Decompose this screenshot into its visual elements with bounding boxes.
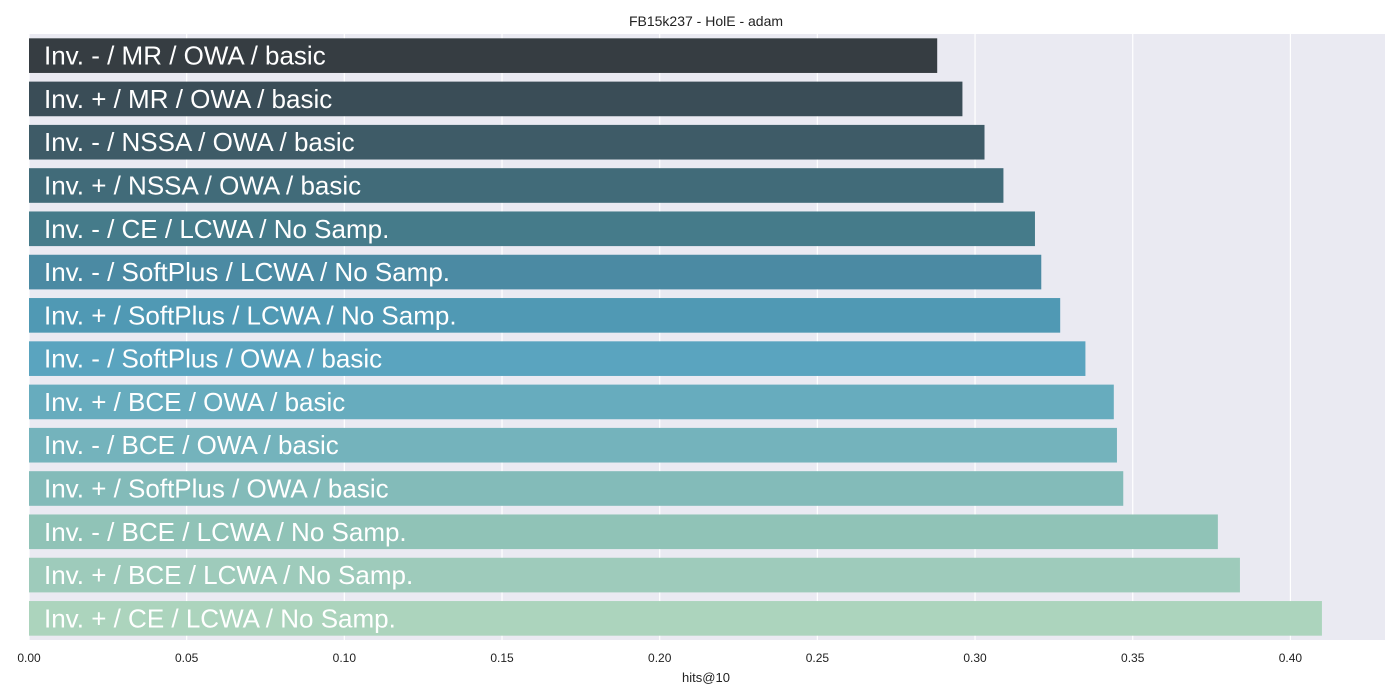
bar — [29, 471, 1124, 506]
bar-label: Inv. + / SoftPlus / OWA / basic — [44, 474, 389, 504]
bars-group — [29, 38, 1322, 636]
bar-label: Inv. - / SoftPlus / OWA / basic — [44, 344, 382, 374]
bar — [29, 254, 1042, 290]
x-tick-label: 0.25 — [806, 651, 830, 665]
x-tick-label: 0.00 — [17, 651, 41, 665]
bar-label: Inv. - / MR / OWA / basic — [44, 41, 326, 71]
x-axis-label: hits@10 — [682, 670, 730, 685]
bar-label: Inv. + / BCE / OWA / basic — [44, 387, 345, 417]
x-tick-label: 0.10 — [333, 651, 357, 665]
bar — [29, 384, 1114, 420]
bar — [29, 298, 1061, 333]
bar — [29, 601, 1322, 636]
bar-label: Inv. - / BCE / LCWA / No Samp. — [44, 517, 407, 547]
x-tick-label: 0.40 — [1279, 651, 1303, 665]
x-tick-label: 0.35 — [1121, 651, 1145, 665]
bar-labels-group: Inv. - / MR / OWA / basic Inv. + / MR / O… — [44, 41, 457, 634]
x-tick-label: 0.20 — [648, 651, 672, 665]
bar-label: Inv. + / CE / LCWA / No Samp. — [44, 603, 396, 633]
bar-label: Inv. - / NSSA / OWA / basic — [44, 127, 355, 157]
bar — [29, 427, 1117, 463]
bar — [29, 341, 1086, 376]
x-tick-label: 0.30 — [963, 651, 987, 665]
x-tick-labels: 0.00 0.05 0.10 0.15 0.20 0.25 0.30 0.35 0.40 — [17, 651, 1302, 665]
bar-label: Inv. + / BCE / LCWA / No Samp. — [44, 560, 413, 590]
bar-label: Inv. - / SoftPlus / LCWA / No Samp. — [44, 257, 450, 287]
bar-label: Inv. - / BCE / OWA / basic — [44, 430, 339, 460]
bar — [29, 38, 938, 73]
bar-label: Inv. + / MR / OWA / basic — [44, 84, 332, 114]
bar — [29, 557, 1240, 593]
chart-title: FB15k237 - HolE - adam — [629, 13, 783, 29]
bar — [29, 124, 985, 160]
x-tick-label: 0.15 — [490, 651, 514, 665]
bar-label: Inv. + / NSSA / OWA / basic — [44, 171, 361, 201]
bar-label: Inv. - / CE / LCWA / No Samp. — [44, 214, 389, 244]
bar — [29, 168, 1004, 203]
bar — [29, 211, 1035, 247]
bar-label: Inv. + / SoftPlus / LCWA / No Samp. — [44, 300, 457, 330]
bar — [29, 514, 1218, 550]
x-tick-label: 0.05 — [175, 651, 199, 665]
bar — [29, 81, 963, 117]
